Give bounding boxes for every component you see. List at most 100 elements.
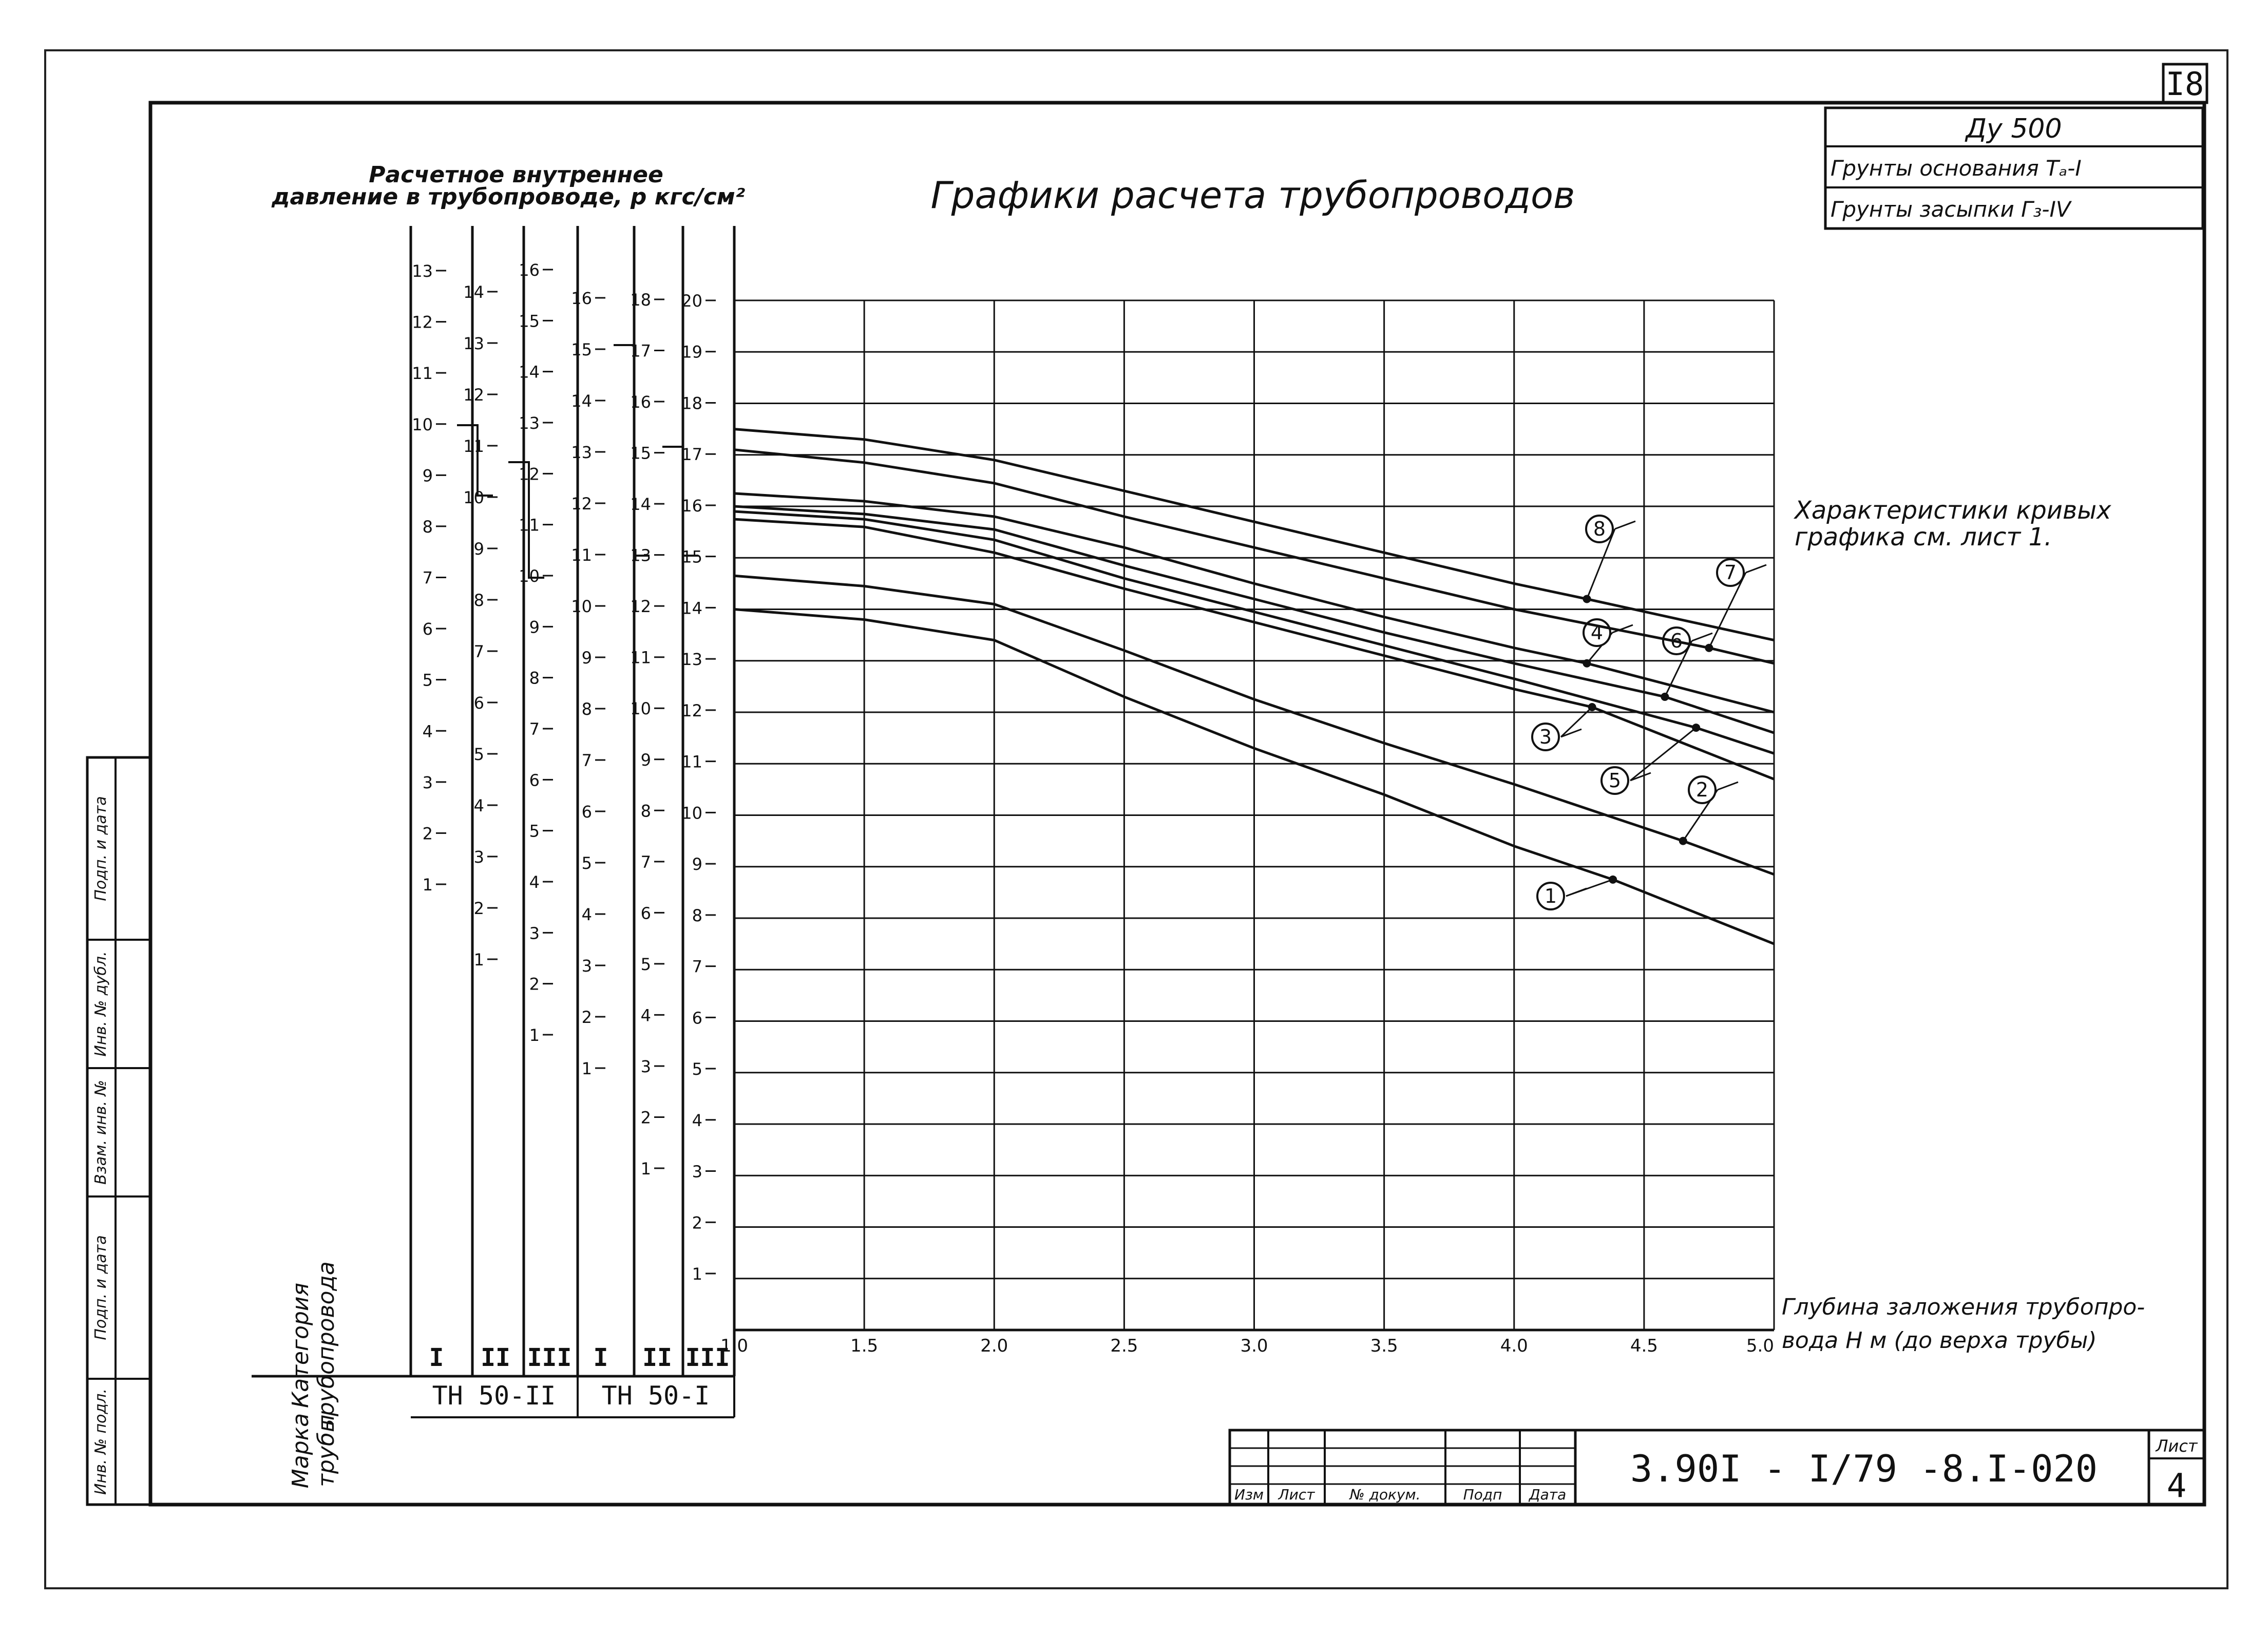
scale-tick-label: 20	[681, 291, 702, 311]
leader-line	[1586, 528, 1616, 600]
leader-line	[1630, 727, 1697, 782]
scale-tick-label: 14	[519, 363, 540, 382]
side-stamp: Подп. и дата Инв. № дубл. Взам. инв. № Подп…	[86, 756, 152, 1506]
scale-bracket	[508, 461, 544, 579]
scale-tick-label: 13	[519, 413, 540, 433]
scale-tick-label: 15	[571, 340, 592, 359]
scale-tick-label: 3	[423, 773, 433, 792]
leader-tail	[1560, 728, 1582, 738]
scale-tick-label: 5	[474, 745, 484, 764]
leader-tail	[1566, 887, 1587, 897]
title-block-top: Ду 500 Грунты основания Тₐ-I Грунты засы…	[1824, 106, 2204, 230]
scale-tick-label: 5	[529, 822, 540, 841]
leader-tail	[1691, 632, 1713, 642]
scale-tick-label: 2	[641, 1108, 651, 1127]
corner-number: I8	[2166, 65, 2204, 103]
series-line-7	[734, 448, 1775, 665]
base-soil-label: Грунты основания Тₐ-I	[1831, 156, 2082, 181]
scale-tick-label: 2	[692, 1213, 702, 1232]
scale-tick-label: 11	[463, 436, 484, 456]
scale-tick-label: 5	[692, 1059, 702, 1079]
scale-tick-label: 15	[681, 547, 702, 567]
series-label-circle	[1536, 882, 1565, 910]
scale-tick-label: 6	[641, 903, 651, 923]
series-label-8: 8	[1593, 518, 1606, 540]
leader-tail	[1717, 781, 1739, 791]
scale-tick-label: 7	[474, 642, 484, 661]
series-label-circle	[1716, 558, 1745, 587]
revision-col-label: Подп	[1463, 1486, 1502, 1503]
revision-col-label: Изм	[1234, 1486, 1264, 1503]
chart-grid	[733, 299, 1775, 1332]
side-stamp-label: Инв. № дубл.	[92, 951, 110, 1056]
scale-tick-label: 4	[529, 872, 540, 892]
scale-tick-label: 6	[474, 693, 484, 713]
scale-tick-label: 10	[571, 597, 592, 616]
scale-tick-label: 13	[571, 443, 592, 462]
series-label-1: 1	[1545, 885, 1557, 907]
scale-tick-label: 15	[519, 311, 540, 331]
document-code: 3.90I - I/79 -8.I-020	[1630, 1447, 2098, 1490]
x-tick-label: 1.5	[850, 1336, 878, 1356]
scale-tick-label: 8	[529, 669, 540, 688]
scale-tick-label: 11	[681, 752, 702, 772]
scale-tick-label: 9	[692, 854, 702, 874]
scale-tick-label: 16	[681, 496, 702, 516]
x-tick-label: 4.0	[1500, 1336, 1528, 1356]
scale-tick-label: 4	[692, 1111, 702, 1130]
sheet-number: 4	[2167, 1467, 2187, 1505]
scale-tick-label: 4	[582, 905, 592, 924]
x-tick-label: 2.0	[980, 1336, 1008, 1356]
scale-tick-label: 12	[630, 597, 651, 616]
series-label-circle	[1531, 723, 1560, 751]
series-line-2	[734, 574, 1775, 876]
scale-tick-label: 10	[412, 415, 433, 434]
scale-tick-label: 3	[582, 956, 592, 976]
corner-number-box	[2162, 63, 2208, 104]
pipe-mark-label-line2: трубы	[313, 1414, 339, 1487]
scale-tick-label: 9	[641, 750, 651, 770]
scale-tick-label: 5	[582, 853, 592, 873]
scale-tick-label: 19	[681, 343, 702, 362]
scale-tick-label: 10	[463, 488, 484, 507]
series-label-circle	[1688, 775, 1717, 804]
leader-line	[1708, 572, 1747, 649]
side-stamp-label: Взам. инв. №	[92, 1080, 110, 1185]
revision-columns: Изм Лист № докум. Подп Дата	[1234, 1430, 1566, 1505]
scale-tick-label: 1	[692, 1264, 702, 1284]
side-stamp-label: Подп. и дата	[92, 1235, 110, 1340]
scale-tick-label: 18	[630, 290, 651, 310]
scale-tick-label: 8	[641, 801, 651, 821]
pressure-label-line1: Расчетное внутреннее	[369, 162, 663, 188]
pressure-label-line2: давление в трубопроводе, р кгс/см²	[271, 184, 745, 210]
backfill-soil-label: Грунты засыпки Г₃-IV	[1831, 197, 2072, 222]
characteristics-note-line2: графика см. лист 1.	[1795, 523, 2052, 552]
series-line-4	[734, 492, 1775, 714]
scale-tick-label: 3	[529, 923, 540, 943]
scale-tick-label: 9	[423, 466, 433, 485]
scale-tick-label: 7	[692, 957, 702, 977]
scale-tick-label: 2	[423, 824, 433, 843]
pipe-mark: ТН 50-I	[602, 1381, 710, 1411]
scale-tick-label: 8	[582, 699, 592, 719]
scale-tick-label: 14	[681, 598, 702, 618]
series-label-circle	[1585, 515, 1614, 543]
scale-bracket	[662, 446, 698, 557]
scale-tick-label: 1	[641, 1159, 651, 1179]
scale-tick-label: 14	[571, 391, 592, 411]
scale-tick-label: 2	[529, 975, 540, 994]
pressure-scales: 1234567891011121312345678910111213141234…	[412, 260, 716, 1284]
scale-tick-label: 1	[474, 950, 484, 970]
scale-tick-label: 10	[630, 699, 651, 718]
sheet-label: Лист	[2155, 1436, 2198, 1456]
x-tick-label: 5.0	[1746, 1336, 1774, 1356]
scale-tick-label: 11	[412, 364, 433, 383]
scale-tick-label: 5	[423, 671, 433, 690]
leader-tail	[1614, 520, 1636, 530]
scale-tick-label: 4	[474, 796, 484, 815]
scale-tick-label: 10	[681, 803, 702, 823]
revision-col-label: Дата	[1528, 1486, 1567, 1503]
series-line-5	[734, 510, 1775, 755]
